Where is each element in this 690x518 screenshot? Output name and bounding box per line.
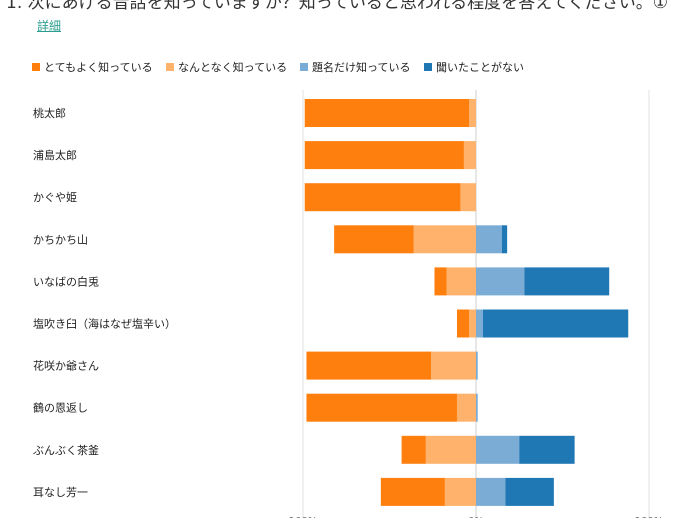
bar-segment [306, 393, 457, 422]
bar-segment [476, 267, 525, 296]
bar-segment [446, 267, 476, 296]
bar-segment [476, 477, 506, 506]
legend-item-title-only: 題名だけ知っている [300, 59, 424, 75]
bar-segment [519, 435, 575, 464]
legend-swatch [424, 63, 432, 71]
category-label: 鶴の恩返し [33, 401, 88, 415]
bar-segment [304, 141, 464, 170]
bar-segment [476, 309, 483, 338]
category-label: かぐや姫 [33, 190, 77, 204]
bar-segment [304, 99, 470, 127]
bar-segment [469, 99, 476, 127]
details-link[interactable]: 詳細 [37, 19, 62, 33]
bar-segment [401, 435, 426, 464]
legend-item-somewhat: なんとなく知っている [166, 59, 300, 75]
legend: とてもよく知っている なんとなく知っている 題名だけ知っている 聞いたことがない [32, 59, 534, 75]
bar-segment [501, 225, 508, 254]
x-tick-label: 100% [289, 516, 318, 518]
bar-segment [469, 309, 476, 338]
legend-swatch [166, 63, 174, 71]
bar-segment [463, 141, 476, 170]
legend-label: 題名だけ知っている [312, 61, 411, 74]
bar-segment [306, 351, 432, 380]
bar-segment [413, 225, 476, 254]
bar-segment [476, 435, 520, 464]
category-label: 耳なし芳一 [33, 485, 88, 499]
category-label: 桃太郎 [33, 106, 66, 120]
x-tick-label: 100% [635, 516, 664, 518]
category-label: いなばの白兎 [33, 274, 99, 288]
bar-segment [476, 393, 478, 422]
bar-segment [380, 477, 445, 506]
legend-swatch [32, 63, 40, 71]
bar-segment [476, 225, 502, 254]
legend-item-very-well: とてもよく知っている [32, 59, 166, 75]
bar-segment [505, 477, 554, 506]
bar-segment [476, 351, 478, 380]
bar-segment [456, 393, 476, 422]
category-label: ぶんぶく茶釜 [33, 443, 99, 457]
legend-swatch [300, 63, 308, 71]
bar-segment [434, 267, 447, 296]
category-label: かちかち山 [33, 233, 88, 246]
x-tick-label: 0% [468, 516, 484, 518]
bar-segment [482, 309, 629, 338]
legend-label: なんとなく知っている [178, 61, 288, 74]
bar-segment [460, 183, 476, 212]
bar-segment [304, 183, 461, 212]
category-label: 花咲か爺さん [33, 359, 99, 373]
bar-segment [524, 267, 610, 296]
category-label: 塩吹き臼（海はなぜ塩辛い） [33, 317, 176, 331]
bar-segment [431, 351, 476, 380]
bar-segment [456, 309, 470, 338]
legend-item-never-heard: 聞いたことがない [424, 59, 534, 75]
bar-segment [334, 225, 414, 254]
bar-segment [444, 477, 476, 506]
legend-label: 聞いたことがない [436, 61, 524, 74]
category-label: 浦島太郎 [33, 148, 77, 162]
bar-segment [425, 435, 476, 464]
question-title: 1. 次にあげる昔話を知っていますか？知っていると思われる程度を答えてください。… [6, 0, 668, 13]
legend-label: とてもよく知っている [44, 61, 153, 74]
